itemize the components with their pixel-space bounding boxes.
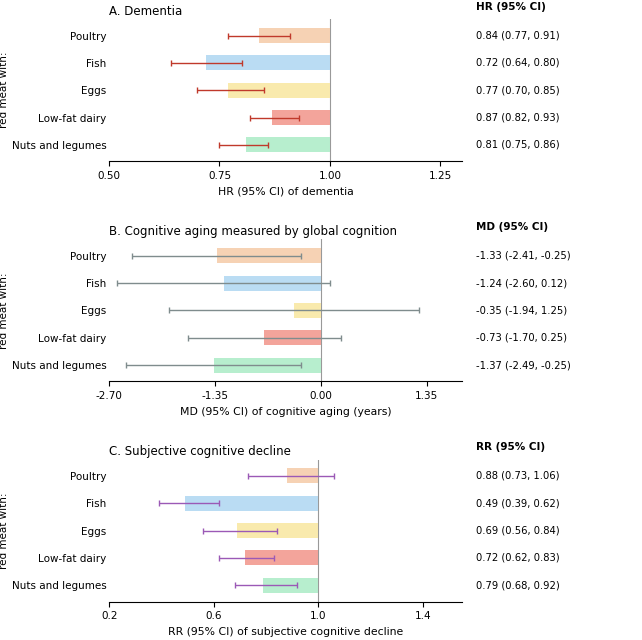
X-axis label: MD (95% CI) of cognitive aging (years): MD (95% CI) of cognitive aging (years) xyxy=(180,406,392,417)
Text: MD (95% CI): MD (95% CI) xyxy=(476,222,548,232)
Text: 0.72 (0.64, 0.80): 0.72 (0.64, 0.80) xyxy=(476,58,560,68)
Text: B. Cognitive aging measured by global cognition: B. Cognitive aging measured by global co… xyxy=(109,225,397,238)
Bar xyxy=(214,358,321,372)
Y-axis label: Replacing processed
red meat with:: Replacing processed red meat with: xyxy=(0,257,9,364)
Bar xyxy=(272,110,330,125)
X-axis label: HR (95% CI) of dementia: HR (95% CI) of dementia xyxy=(218,186,354,196)
Y-axis label: Replacing processed
red meat with:: Replacing processed red meat with: xyxy=(0,36,9,144)
Text: C. Subjective cognitive decline: C. Subjective cognitive decline xyxy=(109,445,291,458)
Bar xyxy=(185,496,318,511)
Bar xyxy=(238,523,318,538)
Bar xyxy=(229,83,330,98)
Bar xyxy=(245,550,318,565)
Text: RR (95% CI): RR (95% CI) xyxy=(476,442,546,452)
Text: 0.81 (0.75, 0.86): 0.81 (0.75, 0.86) xyxy=(476,140,560,150)
Bar xyxy=(223,276,321,291)
Bar xyxy=(263,578,318,593)
Bar xyxy=(216,248,321,263)
Bar xyxy=(287,468,318,483)
Bar xyxy=(293,303,321,318)
Text: -1.24 (-2.60, 0.12): -1.24 (-2.60, 0.12) xyxy=(476,278,568,288)
Bar xyxy=(264,330,321,345)
Bar xyxy=(259,28,330,43)
Text: HR (95% CI): HR (95% CI) xyxy=(476,2,546,12)
Text: 0.72 (0.62, 0.83): 0.72 (0.62, 0.83) xyxy=(476,553,560,563)
Text: 0.79 (0.68, 0.92): 0.79 (0.68, 0.92) xyxy=(476,580,560,590)
Y-axis label: Replacing processed
red meat with:: Replacing processed red meat with: xyxy=(0,477,9,584)
X-axis label: RR (95% CI) of subjective cognitive decline: RR (95% CI) of subjective cognitive decl… xyxy=(168,627,403,637)
Text: 0.69 (0.56, 0.84): 0.69 (0.56, 0.84) xyxy=(476,525,560,536)
Bar xyxy=(206,56,330,70)
Text: 0.49 (0.39, 0.62): 0.49 (0.39, 0.62) xyxy=(476,499,560,508)
Text: 0.88 (0.73, 1.06): 0.88 (0.73, 1.06) xyxy=(476,471,560,481)
Text: 0.87 (0.82, 0.93): 0.87 (0.82, 0.93) xyxy=(476,113,560,122)
Text: -1.37 (-2.49, -0.25): -1.37 (-2.49, -0.25) xyxy=(476,360,571,370)
Text: 0.77 (0.70, 0.85): 0.77 (0.70, 0.85) xyxy=(476,85,560,95)
Text: -0.73 (-1.70, 0.25): -0.73 (-1.70, 0.25) xyxy=(476,333,568,342)
Text: -0.35 (-1.94, 1.25): -0.35 (-1.94, 1.25) xyxy=(476,305,568,316)
Bar xyxy=(246,138,330,152)
Text: A. Dementia: A. Dementia xyxy=(109,5,182,18)
Text: -1.33 (-2.41, -0.25): -1.33 (-2.41, -0.25) xyxy=(476,251,571,260)
Text: 0.84 (0.77, 0.91): 0.84 (0.77, 0.91) xyxy=(476,31,560,40)
